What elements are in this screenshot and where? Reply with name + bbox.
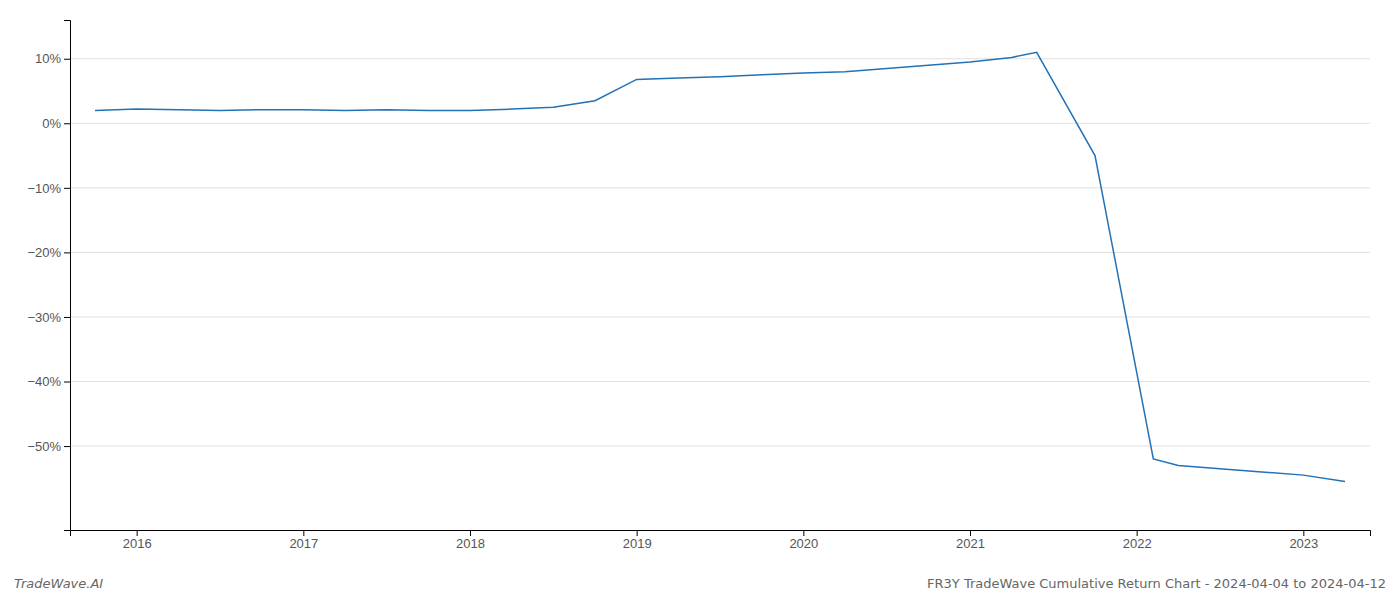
x-tick: 2016: [123, 530, 152, 551]
x-tick-label: 2022: [1123, 536, 1152, 551]
x-tick: 2022: [1123, 530, 1152, 551]
grid-line: [70, 123, 1370, 124]
x-tick-mark: [970, 530, 971, 536]
x-tick-label: 2021: [956, 536, 985, 551]
line: [95, 52, 1345, 481]
y-tick-label: 10%: [35, 51, 61, 66]
x-tick-label: 2020: [789, 536, 818, 551]
x-tick-mark: [803, 530, 804, 536]
y-tick-mark: [64, 188, 70, 189]
plot: 2016 2017 2018 2019 2020 2021 2022 2023 10% 0% −10…: [27, 21, 1370, 552]
x-tick-mark: [1137, 530, 1138, 536]
grid-line: [70, 316, 1370, 317]
marks: [95, 52, 1345, 481]
grid-line: [70, 446, 1370, 447]
y-tick-label: −40%: [27, 374, 61, 389]
x-axis: 2016 2017 2018 2019 2020 2021 2022 2023: [71, 530, 1371, 551]
x-tick-mark: [470, 530, 471, 536]
footer-right: FR3Y TradeWave Cumulative Return Chart -…: [927, 576, 1386, 591]
y-axis-line: [64, 21, 71, 531]
x-tick-mark: [303, 530, 304, 536]
y-tick: −50%: [27, 439, 70, 454]
x-tick: 2021: [956, 530, 985, 551]
x-tick-mark: [637, 530, 638, 536]
y-tick: −10%: [27, 181, 70, 196]
y-tick-label: −20%: [27, 245, 61, 260]
y-tick-mark: [64, 382, 70, 383]
x-tick: 2019: [623, 530, 652, 551]
grid-line: [70, 252, 1370, 253]
y-tick-label: −30%: [27, 310, 61, 325]
y-tick-mark: [64, 446, 70, 447]
y-tick-label: −50%: [27, 439, 61, 454]
chart: 2016 2017 2018 2019 2020 2021 2022 2023 10% 0% −10…: [0, 0, 1400, 600]
x-axis-line: [71, 531, 1371, 537]
x-tick-label: 2016: [123, 536, 152, 551]
grid: [70, 59, 1370, 446]
footer-left: TradeWave.AI: [14, 576, 103, 591]
x-tick: 2018: [456, 530, 485, 551]
y-tick-mark: [64, 317, 70, 318]
y-tick: −20%: [27, 245, 70, 260]
x-tick-mark: [1303, 530, 1304, 536]
x-tick-label: 2019: [623, 536, 652, 551]
y-tick: −40%: [27, 374, 70, 389]
x-tick: 2023: [1289, 530, 1318, 551]
y-tick-label: 0%: [42, 116, 61, 131]
y-tick-mark: [64, 123, 70, 124]
x-tick-label: 2017: [289, 536, 318, 551]
grid-line: [70, 58, 1370, 59]
y-tick-label: −10%: [27, 181, 61, 196]
y-axis: 10% 0% −10% −20% −30% −40% −50%: [27, 21, 70, 531]
y-tick: 0%: [42, 116, 70, 131]
grid-line: [70, 187, 1370, 188]
x-tick-mark: [137, 530, 138, 536]
y-tick: 10%: [35, 51, 70, 66]
x-tick-label: 2023: [1289, 536, 1318, 551]
x-tick: 2020: [789, 530, 818, 551]
y-tick: −30%: [27, 310, 70, 325]
x-tick-label: 2018: [456, 536, 485, 551]
x-tick: 2017: [289, 530, 318, 551]
y-tick-mark: [64, 252, 70, 253]
y-tick-mark: [64, 59, 70, 60]
grid-line: [70, 381, 1370, 382]
